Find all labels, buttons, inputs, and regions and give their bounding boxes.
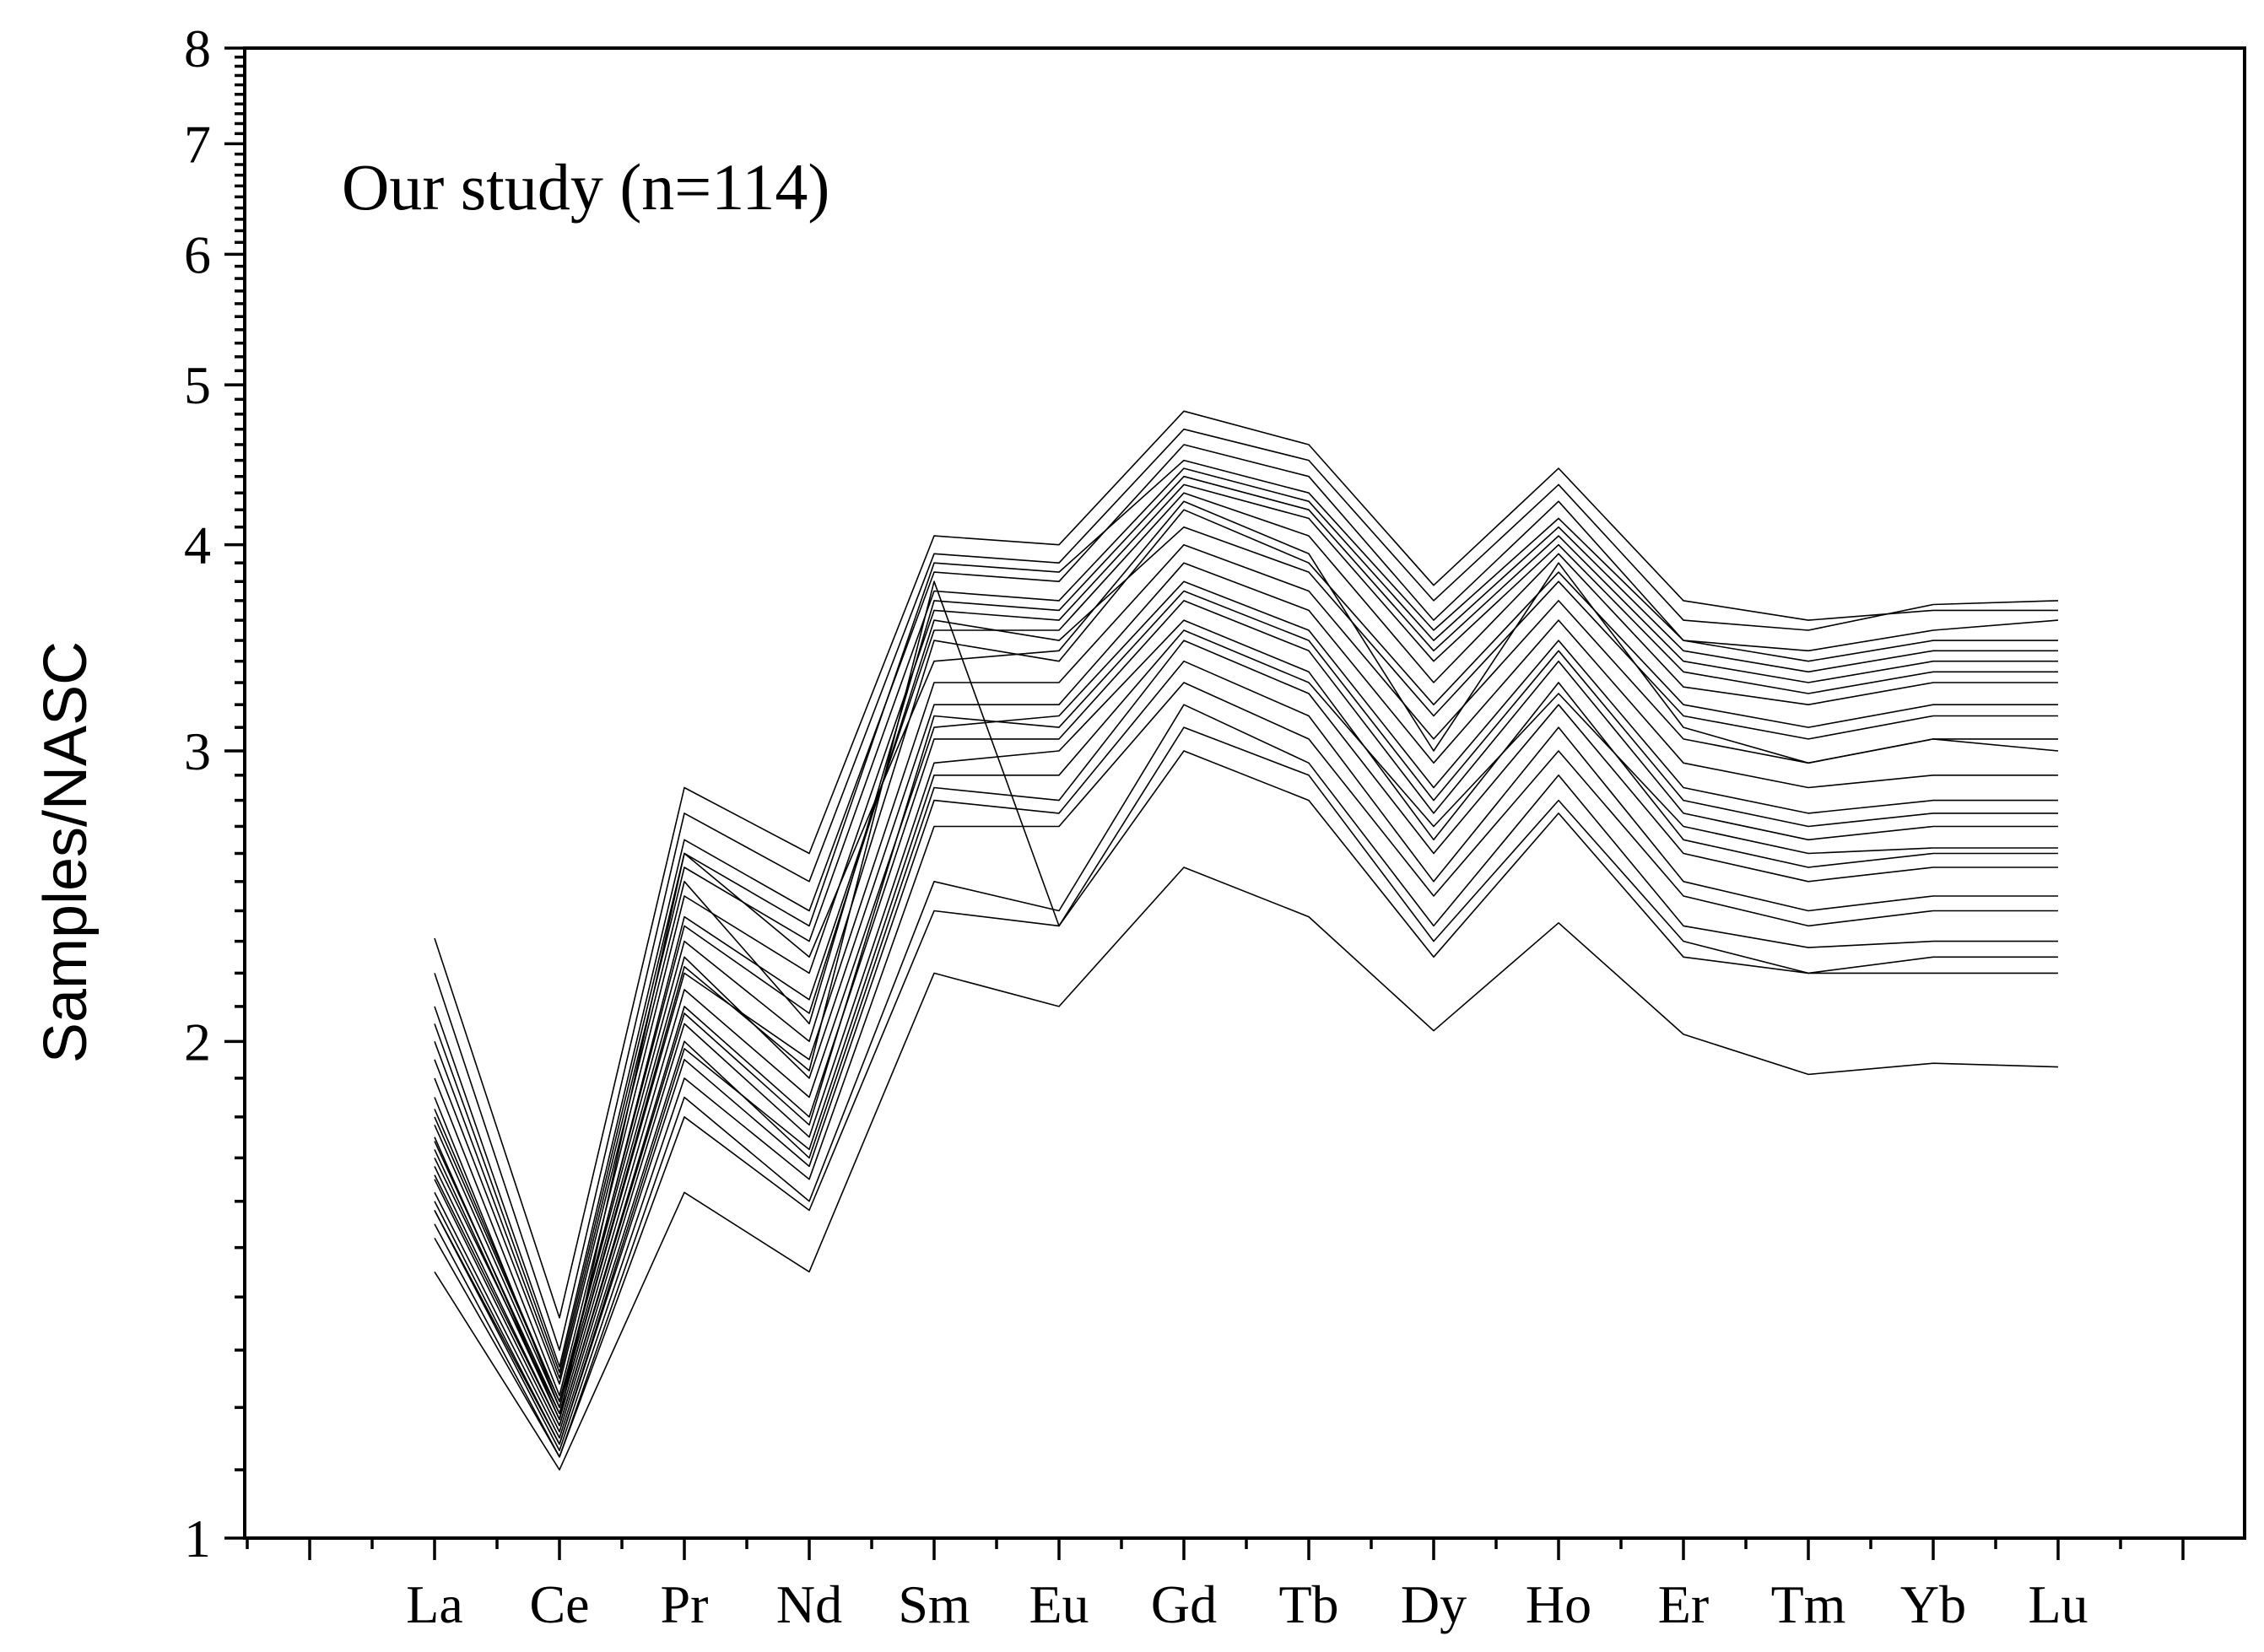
series-line-18 — [434, 704, 2058, 1458]
x-category-label: Lu — [2028, 1574, 2088, 1634]
y-tick-label: 4 — [184, 516, 211, 575]
x-category-label: Tb — [1278, 1574, 1338, 1634]
plot-frame — [243, 46, 2246, 1540]
x-category-label: Eu — [1029, 1574, 1089, 1634]
x-category-label: Ce — [529, 1574, 589, 1634]
y-tick-label: 5 — [184, 355, 211, 415]
x-category-label: Ho — [1526, 1574, 1591, 1634]
series-line-7 — [434, 492, 2058, 1408]
x-category-label: Dy — [1401, 1574, 1467, 1634]
x-category-label: Tm — [1771, 1574, 1846, 1634]
series-line-14 — [434, 619, 2058, 1433]
x-category-label: Er — [1658, 1574, 1709, 1634]
series-line-6 — [434, 483, 2058, 1396]
series-line-16 — [434, 660, 2058, 1445]
x-category-label: Pr — [661, 1574, 709, 1634]
series-line-25 — [434, 629, 2058, 1445]
series-line-8 — [434, 475, 2058, 1385]
x-category-label: La — [406, 1574, 463, 1634]
x-category-label: Nd — [776, 1574, 842, 1634]
x-category-label: Yb — [1900, 1574, 1966, 1634]
series-line-11 — [434, 562, 2058, 1408]
y-tick-label: 6 — [184, 224, 211, 284]
x-category-label: Sm — [898, 1574, 970, 1634]
series-line-2 — [434, 410, 2058, 1319]
series-layer — [434, 410, 2059, 1471]
series-line-19 — [434, 750, 2058, 1458]
y-tick-label: 7 — [184, 114, 211, 174]
series-line-12 — [434, 580, 2058, 1421]
series-line-5 — [434, 467, 2058, 1379]
x-category-label: Gd — [1151, 1574, 1217, 1634]
series-line-21 — [434, 580, 2058, 1415]
label-layer: Our study (n=114) Samples/NASC — [32, 150, 829, 1063]
series-line-20 — [434, 866, 2059, 1471]
series-line-1 — [434, 500, 2059, 1421]
y-axis-label: Samples/NASC — [32, 641, 100, 1063]
y-tick-label: 2 — [184, 1012, 211, 1072]
series-line-3 — [434, 428, 2059, 1351]
y-tick-label: 1 — [184, 1509, 211, 1568]
series-line-23 — [434, 526, 2058, 1402]
series-line-15 — [434, 640, 2058, 1439]
series-line-10 — [434, 543, 2058, 1415]
series-line-17 — [434, 682, 2058, 1451]
y-tick-label: 8 — [184, 19, 211, 78]
series-line-22 — [434, 459, 2058, 1374]
series-line-24 — [434, 590, 2058, 1427]
series-line-4 — [434, 444, 2059, 1368]
series-line-9 — [434, 509, 2058, 1402]
y-tick-label: 3 — [184, 721, 211, 781]
annotation-text: Our study (n=114) — [342, 150, 829, 224]
series-line-13 — [434, 600, 2058, 1427]
axes-layer: 1 2 3 4 5 6 7 8 La Ce Pr Nd Sm Eu Gd Tb Dy Ho Er Tm Yb Lu — [184, 19, 2246, 1634]
